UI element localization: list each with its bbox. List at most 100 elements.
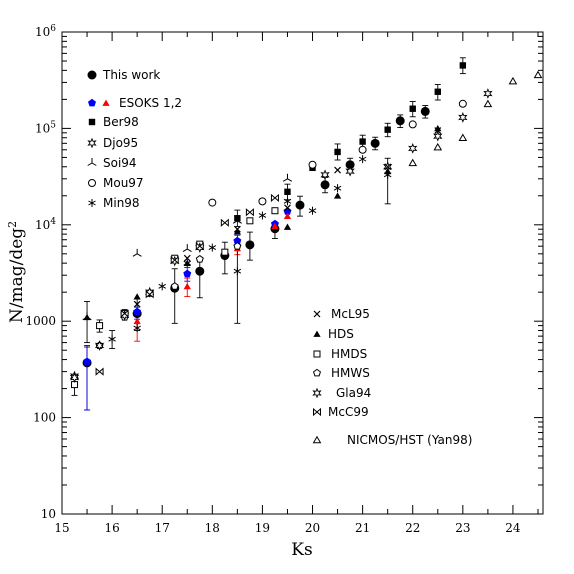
point-esoks-1-2-pentagon — [183, 269, 192, 278]
point-min98 — [358, 155, 367, 164]
legend-marker — [312, 435, 322, 444]
point-mcl95 — [384, 163, 392, 171]
point-mcc99 — [120, 309, 129, 318]
point-mcc99 — [170, 256, 179, 265]
point-ber98 — [334, 148, 341, 156]
point-min98-shape — [133, 324, 141, 333]
point-soi94-shape — [132, 248, 142, 257]
point-ber98-shape — [434, 88, 441, 95]
x-tick-label: 24 — [505, 521, 521, 535]
point-this-work — [195, 266, 205, 276]
point-ber98-shape — [384, 126, 391, 133]
point-hmws-shape — [233, 241, 242, 250]
point-mcc99-shape — [195, 242, 204, 251]
point-mou97-shape — [458, 99, 467, 108]
point-hds — [233, 228, 241, 235]
plot-frame — [61, 31, 544, 515]
legend-marker-shape — [312, 435, 322, 444]
legend-label: HMDS — [331, 347, 367, 361]
legend-marker — [313, 330, 321, 337]
point-esoks-1-2-pentagon-shape — [133, 307, 142, 316]
point-djo95 — [408, 143, 418, 154]
point-this-work-shape — [370, 138, 380, 148]
point-mou97-shape — [258, 197, 267, 206]
x-axis-label: Ks — [291, 540, 312, 560]
point-esoks-1-2-triangle — [271, 222, 279, 229]
point-nicmos-hst-yan98 — [508, 76, 518, 85]
point-mou97-shape — [308, 160, 317, 169]
legend-marker-shape — [87, 70, 97, 80]
point-mcc99 — [195, 242, 204, 251]
y-tick-label: 100 — [33, 411, 56, 425]
point-esoks-1-2-pentagon-shape — [233, 236, 242, 245]
point-nicmos-hst-yan98 — [408, 158, 418, 167]
point-hds-shape — [133, 293, 141, 300]
legend-marker — [87, 158, 97, 166]
legend-label: Min98 — [103, 196, 140, 210]
point-hmds-shape — [271, 207, 279, 215]
point-hmws — [195, 254, 204, 263]
point-soi94 — [232, 215, 242, 224]
point-mcc99-shape — [120, 309, 129, 318]
point-this-work-shape — [195, 266, 205, 276]
point-djo95 — [433, 130, 443, 142]
point-this-work — [295, 200, 305, 210]
point-soi94 — [182, 244, 192, 253]
x-tick-label: 20 — [305, 521, 320, 535]
point-hmds — [271, 207, 279, 215]
point-hds-shape — [333, 192, 342, 199]
point-min98 — [283, 197, 292, 206]
point-mcl95-shape — [183, 254, 191, 262]
point-ber98 — [434, 88, 441, 95]
point-hmws-shape — [170, 282, 179, 290]
legend-label: Mou97 — [103, 176, 144, 190]
point-hds — [83, 313, 91, 321]
legend-label: HMWS — [331, 366, 370, 380]
point-hmds — [221, 248, 229, 256]
point-ber98-shape — [334, 148, 341, 156]
point-min98-shape — [208, 243, 217, 252]
x-tick-label: 17 — [155, 521, 170, 535]
legend-label: Gla94 — [336, 386, 371, 400]
point-min98 — [333, 184, 342, 193]
point-this-work-shape — [420, 106, 430, 116]
point-mou97-shape — [408, 120, 417, 129]
point-esoks-1-2-triangle-shape — [183, 282, 191, 290]
point-mcl95 — [284, 204, 291, 212]
point-mou97-shape — [208, 198, 217, 207]
point-esoks-1-2-triangle-shape — [133, 317, 141, 325]
point-this-work-shape — [320, 180, 330, 190]
point-this-work-shape — [345, 160, 355, 170]
point-hds — [434, 125, 442, 132]
legend-label: Djo95 — [103, 136, 138, 150]
point-soi94-shape — [232, 215, 242, 224]
point-mcl95 — [334, 166, 341, 174]
legend-marker-shape — [313, 330, 321, 337]
x-tick-label: 16 — [104, 521, 119, 535]
y-tick-labels: 10 100 1000 104 105 106 — [25, 24, 56, 521]
point-mou97 — [208, 198, 217, 207]
legend-marker-shape — [88, 179, 96, 187]
point-mcc99-shape — [170, 256, 179, 265]
axis-ticks — [61, 32, 543, 515]
point-hds-shape — [233, 228, 241, 235]
legend-marker — [87, 137, 97, 149]
point-soi94-shape — [282, 173, 293, 182]
y-tick-label: 1000 — [25, 314, 56, 328]
point-djo95-shape — [433, 130, 443, 142]
point-this-work — [420, 106, 430, 116]
point-gla94-shape — [145, 286, 155, 298]
legend-marker-esoks-triangle — [102, 99, 110, 106]
point-esoks-1-2-triangle-shape — [271, 222, 279, 229]
legend-marker-shape — [313, 350, 321, 358]
legend-marker-esoks-pentagon — [88, 98, 96, 107]
point-hmws — [233, 241, 242, 250]
legend-marker — [313, 310, 321, 318]
x-tick-label: 22 — [405, 521, 420, 535]
error-bars — [71, 57, 466, 411]
point-mcc99 — [145, 290, 154, 299]
legend-label: Soi94 — [103, 156, 137, 170]
x-tick-labels: 15 16 17 18 19 20 21 22 23 24 — [54, 521, 521, 535]
point-hmds — [96, 322, 104, 330]
